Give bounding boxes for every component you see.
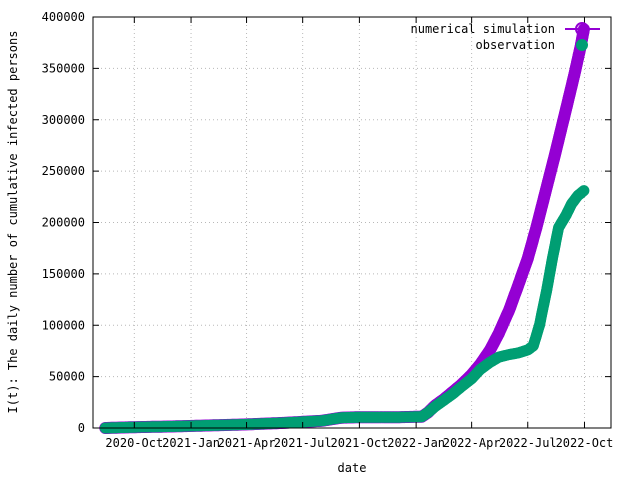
y-axis-label: I(t): The daily number of cumulative inf… [6, 31, 20, 414]
axis-ticks [93, 16, 611, 429]
x-tick-label: 2022-Apr [443, 436, 501, 450]
x-tick-label: 2022-Jan [387, 436, 445, 450]
x-tick-label: 2021-Oct [331, 436, 389, 450]
y-tick-label: 200000 [42, 216, 85, 230]
x-tick-label: 2022-Jul [499, 436, 557, 450]
x-tick-label: 2021-Jan [162, 436, 220, 450]
y-tick-label: 0 [78, 421, 85, 435]
y-tick-label: 150000 [42, 267, 85, 281]
y-tick-label: 250000 [42, 164, 85, 178]
grid-lines [93, 17, 611, 428]
y-tick-label: 100000 [42, 318, 85, 332]
y-tick-label: 300000 [42, 113, 85, 127]
obs-point [578, 185, 590, 197]
x-tick-label: 2022-Oct [556, 436, 614, 450]
y-tick-labels: 0 50000 100000 150000 200000 250000 300000 3500… [42, 10, 85, 435]
series-numerical-simulation [99, 23, 590, 434]
y-tick-label: 400000 [42, 10, 85, 24]
x-tick-label: 2021-Jul [274, 436, 332, 450]
legend-label-numerical-simulation: numerical simulation [411, 22, 556, 36]
x-tick-label: 2020-Oct [105, 436, 163, 450]
legend: numerical simulation observation [411, 22, 600, 52]
legend-marker-numerical-simulation [575, 22, 589, 36]
x-axis-label: date [338, 461, 367, 475]
y-tick-label: 50000 [49, 370, 85, 384]
x-tick-label: 2021-Apr [218, 436, 276, 450]
legend-label-observation: observation [476, 38, 555, 52]
legend-marker-observation [576, 39, 588, 51]
y-tick-label: 350000 [42, 61, 85, 75]
x-tick-labels: 2020-Oct2021-Jan2021-Apr2021-Jul2021-Oct… [105, 436, 613, 450]
